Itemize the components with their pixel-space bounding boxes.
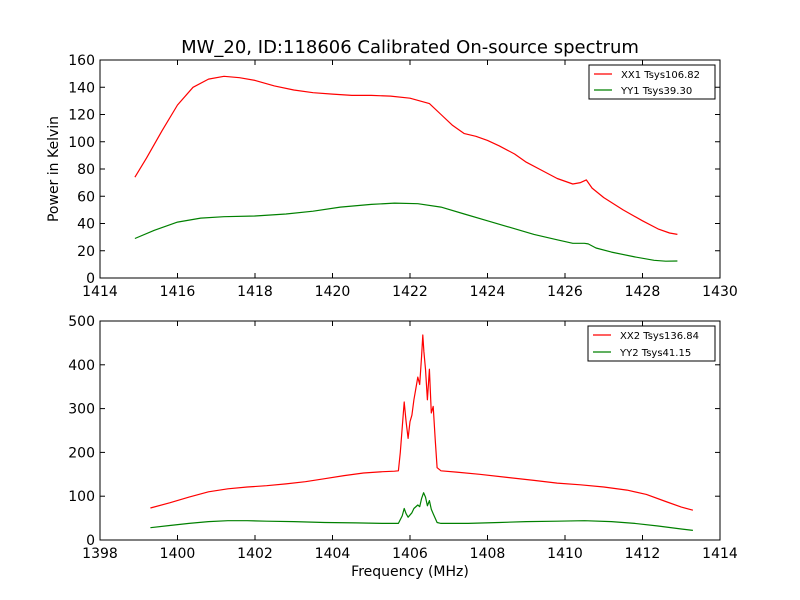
bottom-axes-frame <box>99 320 721 541</box>
x-axis-label: Frequency (MHz) <box>351 564 469 580</box>
x-tick-label: 1402 <box>237 546 273 562</box>
chart-title: MW_20, ID:118606 Calibrated On-source sp… <box>181 37 639 58</box>
x-tick-label: 1424 <box>470 284 506 300</box>
y-tick-label: 140 <box>68 80 95 96</box>
series-line-yy1 <box>134 202 678 262</box>
y-tick-label: 0 <box>86 271 95 287</box>
legend-label-yy2: YY2 Tsys41.15 <box>619 348 691 359</box>
x-tick-label: 1428 <box>625 284 661 300</box>
x-tick-label: 1414 <box>82 284 118 300</box>
y-tick-label: 20 <box>77 244 95 260</box>
y-tick-label: 100 <box>68 135 95 151</box>
x-tick-label: 1404 <box>315 546 351 562</box>
y-tick-label: 200 <box>68 445 95 461</box>
x-tick-label: 1406 <box>392 546 428 562</box>
x-tick-label: 1430 <box>702 284 738 300</box>
y-tick-label: 160 <box>68 53 95 69</box>
x-tick-label: 1410 <box>547 546 583 562</box>
top-legend-box <box>588 64 716 100</box>
x-tick-label: 1422 <box>392 284 428 300</box>
y-axis-label: Power in Kelvin <box>46 116 62 222</box>
top-plot-area <box>134 75 678 262</box>
y-tick-label: 120 <box>68 108 95 124</box>
y-tick-label: 100 <box>68 489 95 505</box>
x-tick-label: 1412 <box>625 546 661 562</box>
y-tick-label: 0 <box>86 533 95 549</box>
y-tick-label: 40 <box>77 217 95 233</box>
y-tick-label: 60 <box>77 189 95 205</box>
bottom-plot-area <box>150 334 694 531</box>
legend-label-xx2: XX2 Tsys136.84 <box>620 331 699 342</box>
x-tick-label: 1420 <box>315 284 351 300</box>
x-tick-label: 1408 <box>470 546 506 562</box>
x-tick-label: 1426 <box>547 284 583 300</box>
y-tick-label: 80 <box>77 162 95 178</box>
x-tick-label: 1398 <box>82 546 118 562</box>
bottom-legend: XX2 Tsys136.84 YY2 Tsys41.15 <box>587 325 716 362</box>
x-tick-label: 1400 <box>160 546 196 562</box>
y-tick-label: 500 <box>68 314 95 330</box>
y-tick-label: 300 <box>68 402 95 418</box>
bottom-legend-box <box>587 325 716 362</box>
top-legend: XX1 Tsys106.82 YY1 Tsys39.30 <box>588 64 716 100</box>
series-line-xx1 <box>134 75 678 235</box>
series-line-yy2 <box>150 492 693 531</box>
x-tick-label: 1414 <box>702 546 738 562</box>
x-tick-label: 1418 <box>237 284 273 300</box>
bottom-spectrum-panel: Frequency (MHz) 1398 1400 1402 1404 1406 1408… <box>68 314 738 580</box>
top-axes-frame <box>99 59 721 279</box>
y-tick-label: 400 <box>68 358 95 374</box>
x-tick-label: 1416 <box>160 284 196 300</box>
legend-label-yy1: YY1 Tsys39.30 <box>620 86 692 97</box>
legend-label-xx1: XX1 Tsys106.82 <box>621 70 700 81</box>
top-spectrum-panel: MW_20, ID:118606 Calibrated On-source sp… <box>46 37 738 300</box>
series-line-xx2 <box>150 334 694 511</box>
